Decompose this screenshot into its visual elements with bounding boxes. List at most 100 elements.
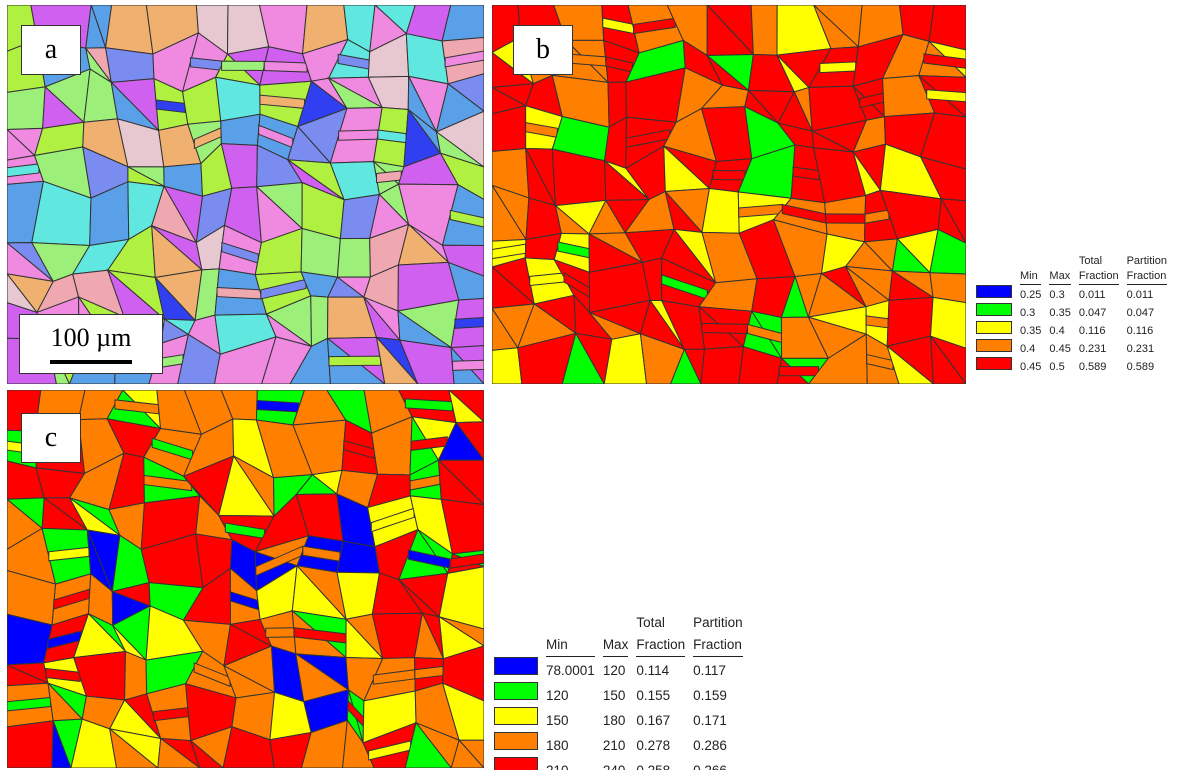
grain xyxy=(7,87,45,130)
header-text: Min xyxy=(1020,269,1041,285)
table-cell: 0.155 xyxy=(632,682,689,707)
grain xyxy=(216,77,260,121)
grain xyxy=(713,170,745,179)
header-cell xyxy=(972,254,1016,285)
legend-row: 2102400.2580.266 xyxy=(490,757,747,770)
table-cell: 0.116 xyxy=(1075,321,1123,339)
header-cell: Max xyxy=(599,612,633,657)
swatch-cell xyxy=(972,285,1016,303)
grain xyxy=(222,61,265,70)
grain xyxy=(257,400,299,412)
table-cell: 0.047 xyxy=(1075,303,1123,321)
table-cell: 0.114 xyxy=(632,657,689,682)
header-text: Fraction xyxy=(1127,269,1167,285)
legend-row: 0.30.350.0470.047 xyxy=(972,303,1171,321)
grain xyxy=(455,317,484,328)
table-cell: 0.35 xyxy=(1045,303,1074,321)
figure: a 100 µm b c MinMaxTotalFractionPartitio… xyxy=(0,0,1202,770)
grain xyxy=(329,356,381,366)
table-cell: 0.45 xyxy=(1016,357,1045,375)
grain xyxy=(337,238,370,277)
scale-bar-box: 100 µm xyxy=(19,314,163,374)
legend-row: 1201500.1550.159 xyxy=(490,682,747,707)
grain xyxy=(751,5,777,55)
table-cell: 180 xyxy=(599,707,633,732)
color-swatch xyxy=(976,357,1012,370)
grain xyxy=(125,651,147,700)
table-cell: 0.25 xyxy=(1016,285,1045,303)
grain xyxy=(311,296,328,346)
swatch-cell xyxy=(490,707,542,732)
table-cell: 120 xyxy=(542,682,599,707)
grain xyxy=(266,628,294,638)
header-text: Partition xyxy=(1127,254,1167,269)
grain xyxy=(377,171,402,183)
table-cell: 120 xyxy=(599,657,633,682)
legend-row: 0.450.50.5890.589 xyxy=(972,357,1171,375)
grain xyxy=(264,61,307,72)
table-cell: 0.286 xyxy=(689,732,747,757)
table-cell: 0.116 xyxy=(1123,321,1171,339)
table-cell: 0.3 xyxy=(1016,303,1045,321)
table-cell: 0.45 xyxy=(1045,339,1074,357)
header-text: Partition xyxy=(693,612,743,634)
grain xyxy=(701,347,743,384)
grain xyxy=(779,367,818,376)
grain xyxy=(702,323,748,333)
grain xyxy=(7,721,53,768)
swatch-cell xyxy=(972,321,1016,339)
legend-row: 0.350.40.1160.116 xyxy=(972,321,1171,339)
table-cell: 0.35 xyxy=(1016,321,1045,339)
header-text: Max xyxy=(1049,269,1070,285)
table-cell: 78.0001 xyxy=(542,657,599,682)
panel-label: a xyxy=(21,25,81,75)
table-cell: 0.171 xyxy=(689,707,747,732)
table-cell: 210 xyxy=(542,757,599,770)
header-text: Fraction xyxy=(1079,269,1119,285)
table-cell: 0.117 xyxy=(689,657,747,682)
table-cell: 240 xyxy=(599,757,633,770)
grain xyxy=(106,48,154,83)
swatch-cell xyxy=(490,657,542,682)
legend-row: 78.00011200.1140.117 xyxy=(490,657,747,682)
header-cell: Min xyxy=(542,612,599,657)
grain xyxy=(106,5,153,54)
swatch-cell xyxy=(972,339,1016,357)
header-cell xyxy=(490,612,542,657)
color-swatch xyxy=(976,339,1012,352)
swatch-cell xyxy=(490,682,542,707)
grain xyxy=(339,130,378,140)
legend-row: 0.40.450.2310.231 xyxy=(972,339,1171,357)
header-text: Fraction xyxy=(693,634,743,657)
color-swatch xyxy=(494,707,538,725)
table-cell: 0.266 xyxy=(689,757,747,770)
grain xyxy=(492,348,522,384)
color-swatch xyxy=(494,757,538,770)
swatch-cell xyxy=(972,303,1016,321)
table-cell: 0.258 xyxy=(632,757,689,770)
table-cell: 150 xyxy=(542,707,599,732)
header-text: Total xyxy=(1079,254,1119,269)
color-swatch xyxy=(976,321,1012,334)
table-cell: 0.589 xyxy=(1075,357,1123,375)
table-cell: 0.011 xyxy=(1075,285,1123,303)
swatch-cell xyxy=(490,757,542,770)
swatch-cell xyxy=(490,732,542,757)
grain xyxy=(217,287,261,298)
header-text: Total xyxy=(636,612,685,634)
table-cell: 0.5 xyxy=(1045,357,1074,375)
table-cell: 0.589 xyxy=(1123,357,1171,375)
grain xyxy=(820,62,856,73)
table-cell: 0.4 xyxy=(1016,339,1045,357)
color-swatch xyxy=(494,657,538,675)
table-cell: 180 xyxy=(542,732,599,757)
color-swatch xyxy=(494,732,538,750)
header-text: Fraction xyxy=(636,634,685,657)
